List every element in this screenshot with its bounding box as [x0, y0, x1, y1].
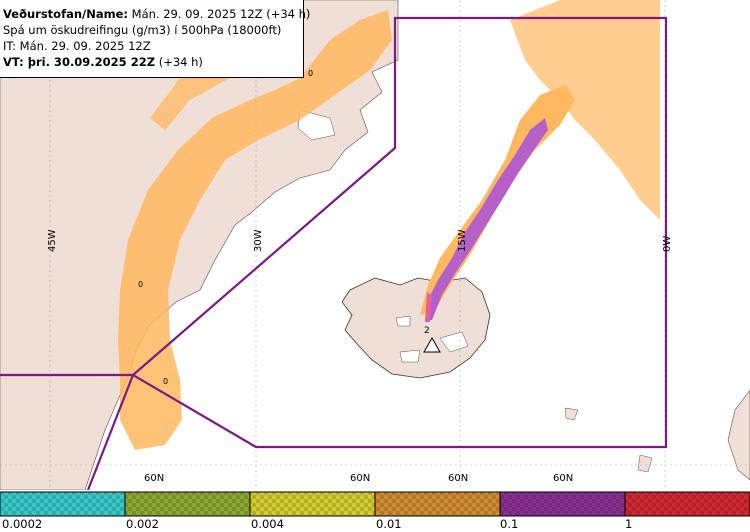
colorbar-tick-label: 0.002: [126, 517, 159, 531]
ash-plume-high: [425, 118, 548, 320]
ash-band-greenland: [118, 10, 392, 450]
iceland-land: [341, 277, 491, 379]
valid-offset: (+34 h): [155, 55, 203, 69]
product-description: Spá um öskudreifingu (g/m3) í 500hPa (18…: [3, 23, 282, 37]
colorbar-swatch-pattern: [250, 492, 375, 516]
colorbar-swatch-pattern: [125, 492, 250, 516]
agency-label: Veðurstofan/Name:: [3, 7, 128, 21]
colorbar-swatch-pattern: [500, 492, 625, 516]
contour-label-zero: 0: [308, 69, 313, 78]
fir-boundary: [0, 16, 668, 490]
colorbar-swatch-pattern: [375, 492, 500, 516]
forecast-info-box: Veðurstofan/Name: Mán. 29. 09. 2025 12Z …: [0, 0, 310, 78]
colorbar-tick-label: 0.1: [500, 517, 519, 531]
lon-label-30w: 30W: [253, 229, 264, 252]
colorbar-tick-label: 1: [625, 517, 633, 531]
norway-coast: [727, 389, 750, 481]
volcano-marker-icon: [423, 336, 441, 353]
contour-label-zero: 0: [163, 377, 168, 386]
lat-label-60n-3: 60N: [448, 473, 468, 484]
lon-label-45w: 45W: [47, 229, 58, 252]
lon-label-15w: 15W: [457, 229, 468, 252]
colorbar-swatch-pattern: [625, 492, 750, 516]
run-time: Mán. 29. 09. 2025 12Z (+34 h): [128, 7, 311, 21]
contour-label-zero: 0: [138, 280, 143, 289]
colorbar-tick-label: 0.01: [376, 517, 402, 531]
concentration-colorbar: [0, 491, 750, 517]
colorbar-tick-label: 0.0002: [2, 517, 43, 531]
ash-dispersion-map: 2 45W 30W 15W 0W 60N 60N 60N 60N 0 0 0: [0, 0, 750, 490]
volcano-number: 2: [424, 326, 430, 336]
lat-label-60n-4: 60N: [553, 473, 573, 484]
initial-time: IT: Mán. 29. 09. 2025 12Z: [3, 39, 151, 53]
lon-label-0w: 0W: [662, 236, 673, 252]
colorbar-swatch-pattern: [0, 492, 125, 516]
lat-label-60n-1: 60N: [144, 473, 164, 484]
colorbar-ticks: 0.0002 0.002 0.004 0.01 0.1 1: [0, 517, 750, 532]
colorbar-tick-label: 0.004: [251, 517, 284, 531]
lat-label-60n-2: 60N: [350, 473, 370, 484]
valid-time: VT: þri. 30.09.2025 22Z: [3, 55, 156, 69]
